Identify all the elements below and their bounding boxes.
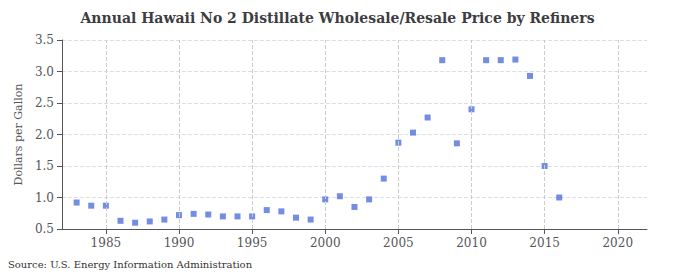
svg-text:1985: 1985 [91, 236, 122, 250]
svg-text:2000: 2000 [310, 236, 341, 250]
svg-text:2.5: 2.5 [35, 96, 54, 110]
svg-text:Annual Hawaii No 2 Distillate: Annual Hawaii No 2 Distillate Wholesale/… [79, 10, 594, 26]
svg-text:Source: U.S. Energy Informatio: Source: U.S. Energy Information Administ… [8, 259, 253, 270]
svg-text:1990: 1990 [164, 236, 195, 250]
svg-text:2010: 2010 [456, 236, 487, 250]
svg-text:2.0: 2.0 [35, 128, 54, 142]
svg-text:2005: 2005 [383, 236, 414, 250]
svg-text:2020: 2020 [602, 236, 633, 250]
svg-text:3.5: 3.5 [35, 33, 54, 47]
svg-text:0.5: 0.5 [35, 222, 54, 236]
svg-text:2015: 2015 [529, 236, 560, 250]
svg-text:Dollars per Gallon: Dollars per Gallon [12, 84, 25, 186]
svg-text:1.0: 1.0 [35, 191, 54, 205]
svg-text:1.5: 1.5 [35, 159, 54, 173]
svg-text:3.0: 3.0 [35, 65, 54, 79]
svg-text:1995: 1995 [237, 236, 268, 250]
